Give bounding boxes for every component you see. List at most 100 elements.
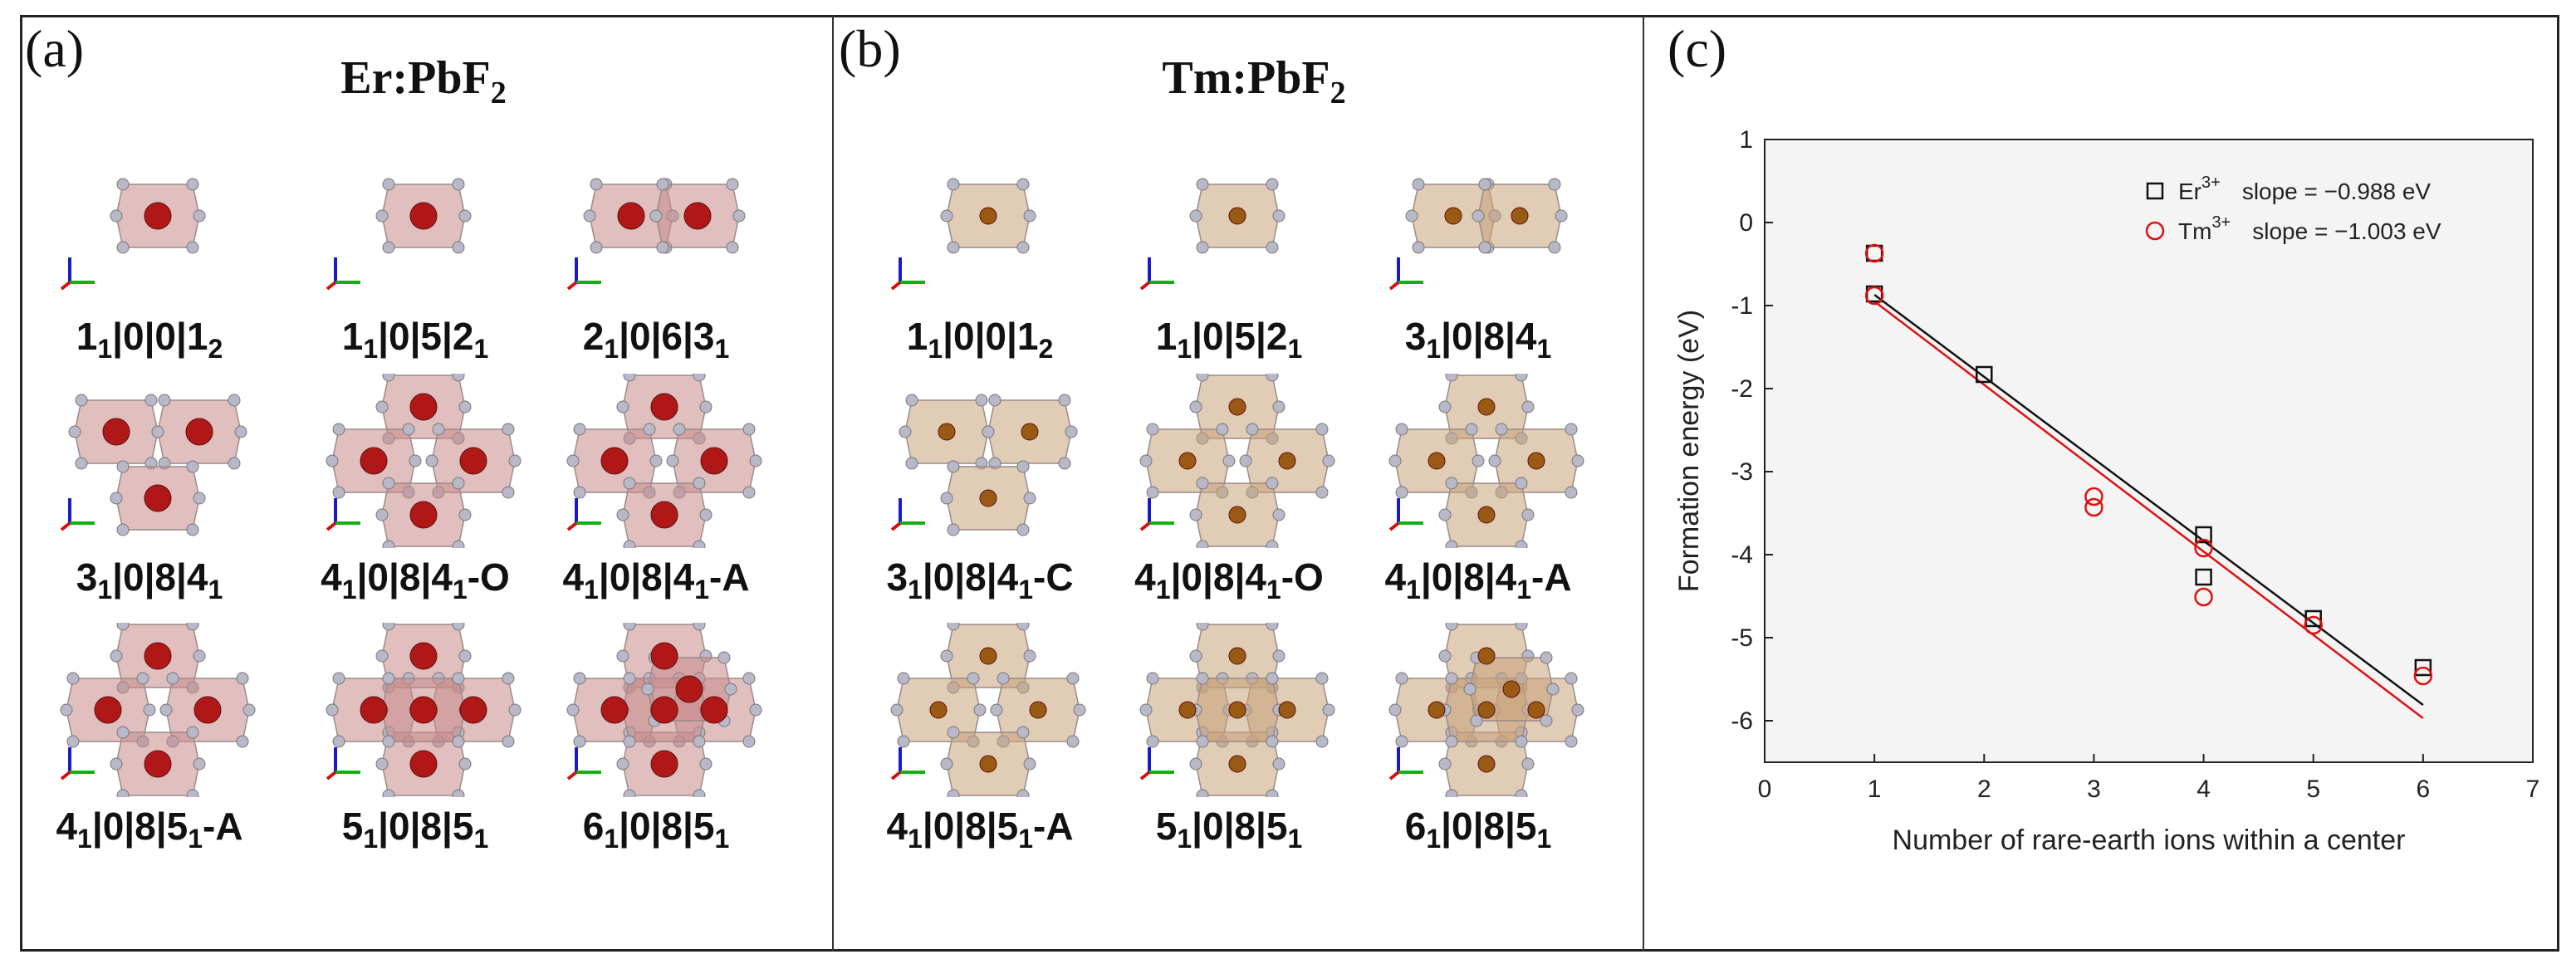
panel-a-title: Er:PbF2	[340, 52, 507, 111]
cluster-drawing	[890, 623, 1086, 797]
fluorine-atom	[1395, 486, 1408, 499]
cluster-label: 41|0|8|41-O	[321, 555, 510, 605]
fluorine-atom	[159, 703, 173, 717]
cluster-drawing	[1388, 374, 1584, 548]
fluorine-atom	[1445, 374, 1458, 382]
fluorine-atom	[623, 477, 636, 490]
fluorine-atom	[508, 703, 522, 717]
fluorine-atom	[452, 789, 465, 797]
fluorine-atom	[382, 178, 395, 191]
rare-earth-ion	[1178, 701, 1197, 719]
fluorine-atom	[332, 735, 345, 748]
fluorine-atom	[1139, 703, 1153, 717]
fluorine-atom	[1412, 178, 1425, 191]
fluorine-atom	[973, 703, 987, 717]
fluorine-atom	[1146, 735, 1159, 748]
fluorine-atom	[375, 508, 389, 521]
x-tick-label: 7	[2526, 776, 2540, 803]
fluorine-atom	[623, 735, 636, 748]
fluorine-atom	[1016, 178, 1030, 191]
structure-b-6: 41|0|8|41-A	[1354, 365, 1603, 631]
fluorine-atom	[234, 425, 247, 438]
fluorine-atom	[623, 540, 636, 548]
fluorine-atom	[116, 241, 130, 254]
axis-triad-arrow	[1139, 521, 1151, 531]
fluorine-atom	[666, 454, 679, 467]
fluorine-atom	[402, 423, 415, 436]
fluorine-atom	[1066, 672, 1080, 685]
structure-a-6: 41|0|8|41-A	[531, 365, 781, 631]
fluorine-atom	[1189, 757, 1202, 771]
fluorine-atom	[116, 460, 130, 473]
fluorine-atom	[1445, 623, 1458, 631]
data-point-tm	[2194, 538, 2213, 558]
fluorine-atom	[1315, 486, 1329, 499]
plot-frame	[1764, 139, 2534, 763]
rare-earth-ion	[650, 642, 678, 670]
fluorine-atom	[1405, 209, 1418, 223]
rare-earth-ion	[979, 207, 997, 225]
rare-earth-ion	[459, 696, 487, 724]
fluorine-atom	[947, 241, 960, 254]
fluorine-atom	[899, 425, 912, 438]
fluorine-atom	[1515, 477, 1528, 490]
fluorine-atom	[1196, 477, 1209, 490]
cluster-label: 41|0|8|41-A	[562, 555, 750, 605]
rare-earth-ion	[979, 489, 997, 507]
fluorine-atom	[732, 209, 746, 223]
fluorine-atom	[1478, 241, 1491, 254]
fluorine-atom	[382, 672, 395, 685]
fluorine-atom	[1266, 735, 1279, 748]
data-point-tm	[1864, 243, 1884, 263]
fluorine-atom	[643, 423, 656, 436]
x-tick-label: 3	[2087, 776, 2101, 803]
fluorine-atom	[1388, 454, 1402, 467]
rare-earth-ion	[1477, 755, 1496, 773]
structure-b-2: 11|0|5|21	[1104, 125, 1354, 390]
rare-earth-ion	[409, 642, 438, 670]
fluorine-atom	[228, 457, 241, 470]
fluorine-atom	[583, 209, 596, 223]
fluorine-atom	[566, 703, 580, 717]
rare-earth-ion	[650, 750, 678, 778]
data-point-er	[2414, 658, 2432, 677]
rare-earth-ion	[1228, 755, 1246, 773]
structure-b-4: 31|0|8|41-C	[855, 365, 1104, 631]
fluorine-atom	[502, 423, 515, 436]
fluorine-atom	[452, 735, 465, 748]
structure-b-9: 61|0|8|51	[1354, 614, 1603, 880]
fluorine-atom	[186, 789, 199, 797]
fluorine-atom	[947, 623, 960, 631]
fluorine-atom	[375, 400, 389, 414]
rare-earth-ion	[1228, 207, 1246, 225]
cluster-label: 11|0|0|12	[906, 315, 1054, 365]
cluster-label: 31|0|8|41	[1404, 315, 1552, 365]
fluorine-atom	[726, 241, 739, 254]
fit-line-er	[1873, 293, 2424, 707]
panel-divider-bc	[1643, 15, 1644, 952]
fluorine-atom	[326, 454, 339, 467]
structure-a-1: 11|0|0|12	[25, 125, 274, 390]
fluorine-atom	[375, 649, 389, 663]
y-tick-label: -1	[1731, 292, 1753, 320]
x-tick-label: 0	[1758, 776, 1772, 803]
cluster-label: 41|0|8|41-O	[1134, 555, 1324, 605]
figure-frame	[20, 15, 2559, 952]
fluorine-atom	[1521, 508, 1535, 521]
fluorine-atom	[1315, 672, 1329, 685]
fluorine-atom	[1266, 789, 1279, 797]
axis-triad-arrow	[566, 521, 578, 531]
y-tick-label: -6	[1731, 707, 1753, 735]
axis-triad-arrow	[326, 521, 337, 531]
fluorine-atom	[1016, 241, 1030, 254]
fluorine-atom	[432, 423, 445, 436]
cluster-drawing	[566, 623, 762, 797]
rare-earth-ion	[938, 423, 956, 441]
rare-earth-ion	[1228, 506, 1246, 524]
data-point-tm	[1864, 286, 1884, 306]
fluorine-atom	[1216, 423, 1229, 436]
fluorine-atom	[1266, 178, 1279, 191]
rare-earth-ion	[409, 393, 438, 421]
fluorine-atom	[1395, 672, 1408, 685]
fluorine-atom	[1540, 651, 1553, 664]
